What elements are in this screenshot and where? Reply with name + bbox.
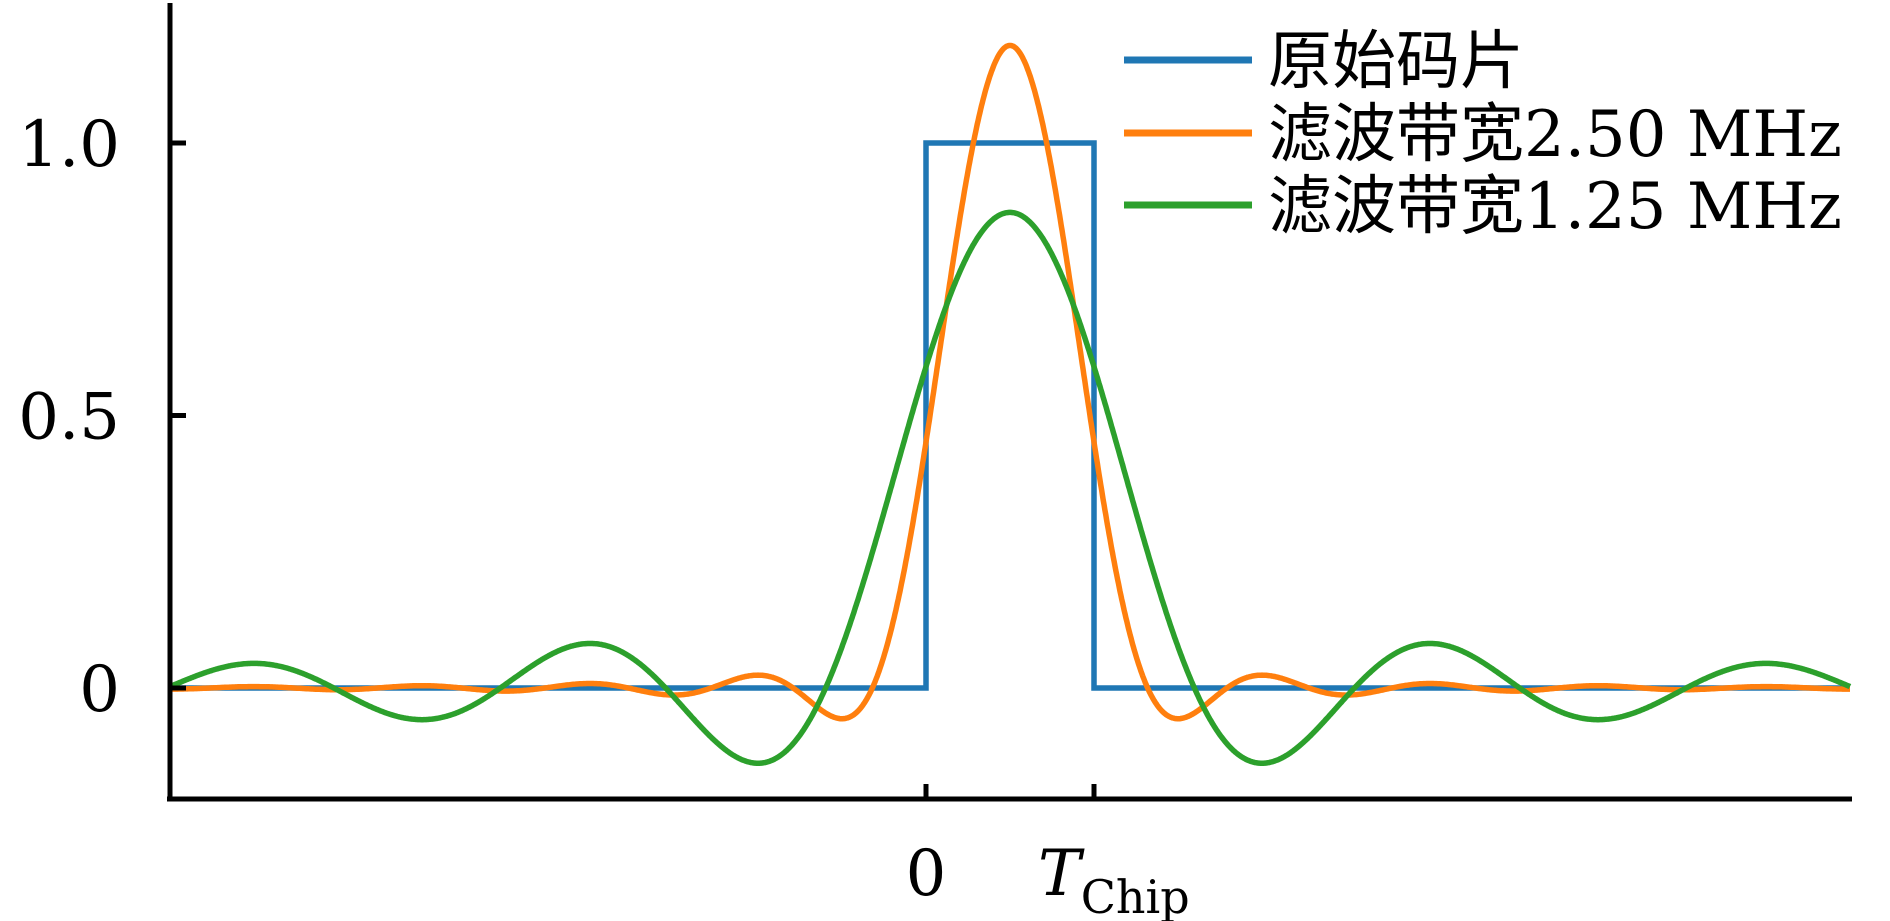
axes xyxy=(167,3,1852,802)
curve-2-filtered xyxy=(168,209,1852,766)
y-tick-label-0: 0 xyxy=(79,653,120,727)
curve-0-rect-pulse xyxy=(170,140,1850,691)
tick-marks-group xyxy=(170,140,1097,799)
legend-entry-bw-1.25mhz: 滤波带宽1.25 MHz xyxy=(1124,170,1842,244)
legend-entry-bw-2．50mhz: 滤波带宽2.50 MHz xyxy=(1124,98,1842,172)
curve-1-filtered xyxy=(170,42,1850,722)
x-tick-label-tchip-main: T xyxy=(1038,837,1085,911)
legend: 原始码片 滤波带宽2.50 MHz 滤波带宽1.25 MHz xyxy=(1124,25,1842,244)
legend-label-bw-1.25mhz: 滤波带宽1.25 MHz xyxy=(1268,170,1842,244)
x-tick-label-0: 0 xyxy=(906,837,947,911)
x-tick-label-tchip-sub: Chip xyxy=(1081,870,1190,921)
curves-group xyxy=(168,42,1852,766)
legend-label-original-chip: 原始码片 xyxy=(1268,25,1524,99)
y-tick-label-1.0: 1.0 xyxy=(18,108,120,182)
legend-label-bw-2.50mhz: 滤波带宽2.50 MHz xyxy=(1268,98,1842,172)
y-tick-label-0.5: 0.5 xyxy=(18,381,120,455)
x-tick-label-tchip: TChip xyxy=(1038,837,1190,921)
legend-entry-original-chip: 原始码片 xyxy=(1124,25,1524,99)
